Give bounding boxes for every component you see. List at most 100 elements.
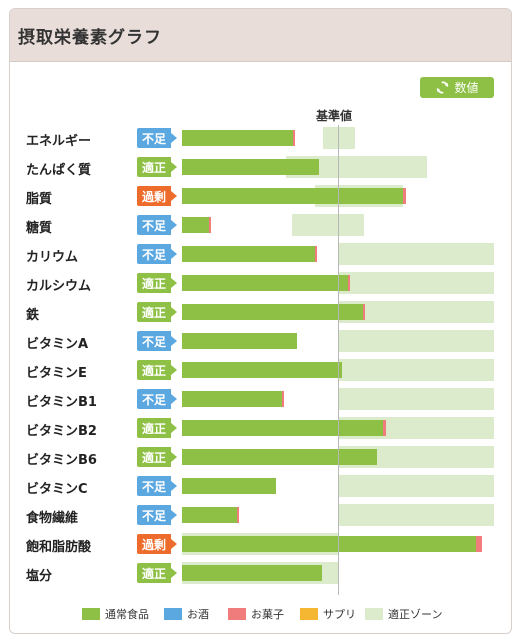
- nutrient-row: ビタミンB2 適正: [10, 417, 511, 439]
- nutrient-row: 塩分 適正: [10, 562, 511, 584]
- food-bar: [182, 362, 343, 378]
- nutrient-label: 塩分: [26, 569, 53, 584]
- legend-item: 適正ゾーン: [365, 606, 442, 622]
- legend-label: 通常食品: [105, 608, 149, 621]
- food-bar: [182, 304, 363, 320]
- appropriate-zone: [291, 214, 365, 236]
- refresh-icon: [437, 81, 449, 94]
- baseline-line: [338, 125, 339, 595]
- status-badge: 不足: [137, 215, 177, 235]
- status-badge: 不足: [137, 331, 177, 351]
- nutrient-row: 飽和脂肪酸 過剰: [10, 533, 511, 555]
- food-bar: [182, 478, 277, 494]
- food-bar: [182, 217, 209, 233]
- status-badge: 適正: [137, 447, 177, 467]
- sweets-bar: [475, 536, 482, 552]
- food-bar: [182, 565, 322, 581]
- legend-item: お酒: [164, 606, 209, 622]
- sweets-bar: [315, 246, 318, 262]
- nutrient-label: たんぱく質: [26, 163, 92, 178]
- status-badge: 適正: [137, 302, 177, 322]
- food-bar: [182, 507, 237, 523]
- nutrient-label: ビタミンB1: [26, 395, 97, 410]
- appropriate-zone: [339, 446, 494, 468]
- nutrient-row: たんぱく質 適正: [10, 156, 511, 178]
- sweets-bar: [208, 217, 211, 233]
- status-badge: 不足: [137, 244, 177, 264]
- legend-label: お酒: [187, 608, 209, 621]
- legend-label: 適正ゾーン: [388, 608, 443, 621]
- legend-label: サプリ: [323, 608, 356, 621]
- nutrient-row: 鉄 適正: [10, 301, 511, 323]
- status-badge: 不足: [137, 476, 177, 496]
- appropriate-zone: [339, 388, 494, 410]
- nutrient-row: ビタミンA 不足: [10, 330, 511, 352]
- appropriate-zone: [339, 330, 494, 352]
- sweets-bar: [348, 275, 351, 291]
- legend-swatch: [164, 608, 182, 620]
- nutrient-label: 糖質: [26, 221, 53, 236]
- status-badge: 不足: [137, 128, 177, 148]
- legend-item: お菓子: [228, 606, 284, 622]
- nutrient-label: ビタミンC: [26, 482, 88, 497]
- food-bar: [182, 159, 319, 175]
- appropriate-zone: [339, 359, 494, 381]
- appropriate-zone: [339, 272, 494, 294]
- appropriate-zone: [339, 301, 494, 323]
- baseline-label: 基準値: [316, 109, 353, 123]
- value-toggle-button[interactable]: 数値: [420, 77, 494, 98]
- legend-swatch: [300, 608, 318, 620]
- nutrient-label: ビタミンB6: [26, 453, 97, 468]
- legend-label: お菓子: [251, 608, 284, 621]
- sweets-bar: [403, 188, 407, 204]
- nutrient-row: ビタミンE 適正: [10, 359, 511, 381]
- legend-swatch: [365, 608, 383, 620]
- nutrient-label: エネルギー: [26, 134, 92, 149]
- nutrient-row: 食物繊維 不足: [10, 504, 511, 526]
- legend-swatch: [228, 608, 246, 620]
- sweets-bar: [382, 420, 387, 436]
- food-bar: [182, 420, 383, 436]
- food-bar: [182, 536, 476, 552]
- legend-swatch: [82, 608, 100, 620]
- food-bar: [182, 449, 377, 465]
- nutrient-label: 脂質: [26, 192, 53, 207]
- page-title: 摂取栄養素グラフ: [18, 28, 162, 48]
- status-badge: 過剰: [137, 534, 177, 554]
- sweets-bar: [293, 130, 296, 146]
- nutrient-row: カリウム 不足: [10, 243, 511, 265]
- status-badge: 過剰: [137, 186, 177, 206]
- food-bar: [182, 391, 283, 407]
- status-badge: 適正: [137, 418, 177, 438]
- appropriate-zone: [339, 504, 494, 526]
- nutrient-label: カリウム: [26, 250, 79, 265]
- nutrient-label: ビタミンA: [26, 337, 89, 352]
- appropriate-zone: [339, 243, 494, 265]
- food-bar: [182, 130, 294, 146]
- appropriate-zone: [339, 475, 494, 497]
- nutrient-row: エネルギー 不足: [10, 127, 511, 149]
- appropriate-zone: [285, 156, 427, 178]
- nutrient-row: 脂質 過剰: [10, 185, 511, 207]
- nutrient-label: カルシウム: [26, 279, 92, 294]
- sweets-bar: [236, 507, 239, 523]
- nutrient-row: ビタミンC 不足: [10, 475, 511, 497]
- status-badge: 適正: [137, 360, 177, 380]
- food-bar: [182, 333, 297, 349]
- status-badge: 適正: [137, 157, 177, 177]
- food-bar: [182, 188, 404, 204]
- value-toggle-label: 数値: [454, 81, 479, 95]
- food-bar: [182, 275, 349, 291]
- nutrient-label: ビタミンE: [26, 366, 87, 381]
- nutrient-label: 鉄: [26, 308, 40, 323]
- legend-item: サプリ: [300, 606, 356, 622]
- nutrient-row: ビタミンB6 適正: [10, 446, 511, 468]
- nutrient-row: ビタミンB1 不足: [10, 388, 511, 410]
- sweets-bar: [282, 391, 285, 407]
- nutrient-graph-card: 摂取栄養素グラフ 数値 基準値 エネルギー 不足 たんぱく質 適正 脂質 過剰 糖質 不足 カリ…: [9, 8, 512, 634]
- nutrient-label: 飽和脂肪酸: [26, 540, 92, 555]
- legend: 通常食品 お酒 お菓子 サプリ 適正ゾーン: [10, 603, 511, 623]
- status-badge: 適正: [137, 273, 177, 293]
- status-badge: 不足: [137, 505, 177, 525]
- nutrient-row: カルシウム 適正: [10, 272, 511, 294]
